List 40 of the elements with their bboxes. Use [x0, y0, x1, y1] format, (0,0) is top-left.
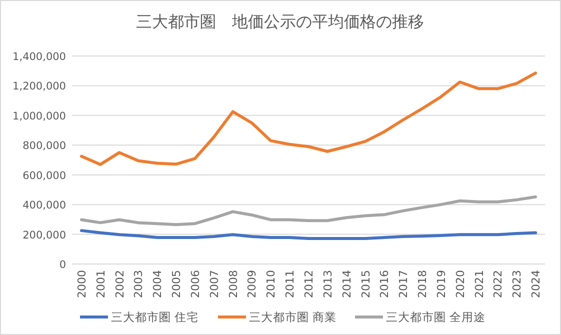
x-tick-label: 2019	[434, 270, 448, 298]
chart-title: 三大都市圏 地価公示の平均価格の推移	[136, 12, 424, 31]
x-tick-label: 2006	[188, 270, 202, 298]
y-tick-label: 600,000	[22, 170, 66, 182]
x-tick-label: 2002	[113, 270, 126, 298]
legend-label: 三大都市圏 住宅	[111, 310, 199, 324]
x-tick-label: 2005	[170, 270, 184, 298]
y-tick-label: 0	[59, 259, 66, 271]
x-tick-label: 2024	[530, 270, 543, 298]
x-tick-label: 2012	[302, 270, 316, 298]
y-tick-label: 1,200,000	[12, 80, 66, 93]
y-tick-label: 800,000	[22, 140, 66, 152]
x-tick-label: 2014	[340, 270, 354, 298]
line-series	[80, 229, 538, 240]
y-tick-label: 1,400,000	[12, 51, 66, 63]
x-tick-label: 2010	[264, 270, 278, 298]
x-tick-label: 2009	[246, 270, 259, 298]
x-tick-label: 2007	[208, 270, 221, 298]
y-tick-label: 200,000	[22, 229, 66, 242]
x-tick-label: 2018	[416, 270, 430, 298]
x-tick-label: 2020	[454, 270, 467, 298]
x-tick-label: 2001	[94, 270, 108, 298]
y-tick-label: 400,000	[22, 200, 66, 212]
x-tick-label: 2008	[226, 270, 240, 298]
x-tick-label: 2023	[510, 270, 524, 298]
x-tick-label: 2017	[397, 270, 410, 298]
x-tick-label: 2004	[151, 270, 164, 298]
x-tick-label: 2011	[284, 270, 297, 298]
x-tick-label: 2021	[472, 270, 486, 298]
x-tick-label: 2016	[378, 270, 392, 298]
legend-label: 三大都市圏 商業	[249, 310, 337, 324]
y-tick-label: 1,000,000	[12, 110, 66, 122]
x-tick-label: 2003	[132, 270, 146, 298]
legend-label: 三大都市圏 全用途	[386, 310, 486, 324]
x-tick-label: 2013	[321, 270, 334, 298]
x-tick-label: 2022	[492, 270, 505, 298]
line-series	[80, 195, 538, 226]
x-tick-label: 2000	[75, 270, 88, 298]
line-series	[80, 72, 538, 166]
x-tick-label: 2015	[359, 270, 372, 298]
